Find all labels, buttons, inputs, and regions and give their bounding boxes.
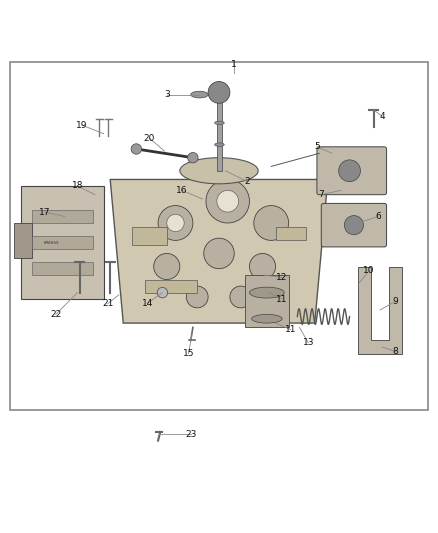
Bar [32,210,93,223]
Ellipse shape [250,287,284,298]
Text: 8: 8 [392,347,398,356]
Bar [217,92,222,171]
Text: 11: 11 [276,295,288,304]
Text: 23: 23 [185,430,196,439]
Text: 22: 22 [50,310,61,319]
Text: 20: 20 [144,134,155,143]
Bar [32,262,93,275]
Text: 10: 10 [364,266,375,276]
Text: 18: 18 [72,181,83,190]
Text: 5: 5 [314,142,320,151]
Text: 4: 4 [379,112,385,121]
Text: 15: 15 [183,349,194,358]
Ellipse shape [191,91,208,98]
Text: 7: 7 [318,190,324,199]
Circle shape [217,190,239,212]
Circle shape [186,286,208,308]
Polygon shape [110,180,328,323]
Text: 3: 3 [164,90,170,99]
Text: 12: 12 [276,273,288,282]
Text: 17: 17 [39,207,51,216]
Circle shape [167,214,184,232]
Ellipse shape [215,121,224,125]
Circle shape [230,286,252,308]
Text: FREEHL: FREEHL [43,240,60,245]
Text: 13: 13 [303,338,314,347]
FancyBboxPatch shape [21,186,104,299]
Circle shape [344,215,364,235]
FancyBboxPatch shape [317,147,387,195]
Circle shape [339,160,360,182]
Bar [276,228,306,240]
Ellipse shape [252,314,282,323]
Text: 11: 11 [285,325,297,334]
Circle shape [204,238,234,269]
Text: 16: 16 [176,186,188,195]
FancyBboxPatch shape [321,204,387,247]
Text: 9: 9 [392,297,398,306]
Circle shape [208,82,230,103]
Circle shape [206,180,250,223]
Text: 19: 19 [76,120,88,130]
Text: 6: 6 [375,212,381,221]
Bar [145,279,197,293]
Bar [14,223,32,258]
Ellipse shape [180,158,258,184]
Circle shape [157,287,168,298]
Bar [132,228,167,245]
Bar [32,236,93,249]
Text: 2: 2 [244,177,250,186]
Text: 1: 1 [231,60,237,69]
Circle shape [187,152,198,163]
FancyBboxPatch shape [10,62,428,410]
Ellipse shape [215,143,224,147]
Text: 14: 14 [141,299,153,308]
Circle shape [158,206,193,240]
Text: 21: 21 [102,299,114,308]
Bar [245,275,289,327]
Circle shape [250,254,276,279]
Circle shape [254,206,289,240]
Circle shape [131,144,141,154]
Polygon shape [358,266,402,353]
Circle shape [154,254,180,279]
